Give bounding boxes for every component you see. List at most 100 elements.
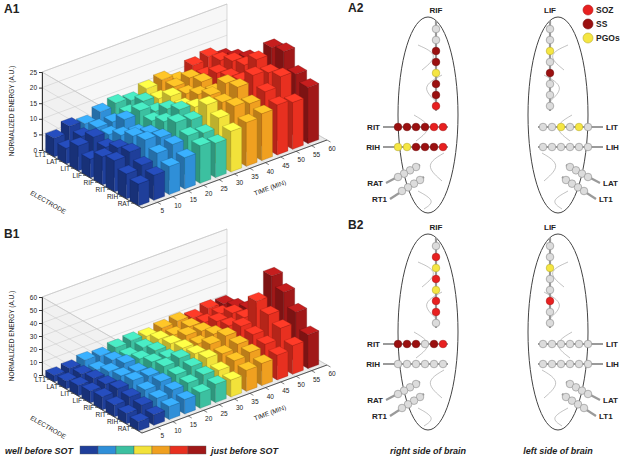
bar-top [88, 119, 107, 128]
brain-sulcus [427, 75, 442, 103]
electrode-contact [432, 253, 440, 261]
grid-line [42, 255, 227, 381]
bar-front [169, 163, 180, 195]
bar-top [154, 71, 173, 80]
z-tick [47, 379, 50, 380]
electrode-contact [421, 123, 429, 131]
electrode-contact [432, 36, 440, 44]
y-axis-title: NORMALIZED ENERGY (A.U.) [8, 66, 16, 157]
colorbar-label: well before SOT [5, 446, 75, 456]
bar-top [162, 88, 181, 97]
bar-top [125, 372, 144, 381]
bar-top [169, 312, 188, 321]
electrode-contact [575, 360, 583, 368]
bar-front [231, 127, 242, 172]
bar-top [130, 413, 149, 422]
grid-line [42, 229, 227, 355]
electrode-contact [439, 143, 447, 151]
bar-top [161, 398, 180, 407]
strip-label: LAT [603, 179, 618, 188]
bar-top [168, 114, 187, 123]
x-tick [312, 146, 316, 148]
electrode-contact [546, 264, 554, 272]
legend: SOZSSPGOs [583, 5, 620, 43]
x-tick-label: 20 [205, 190, 213, 197]
electrode-contact [566, 340, 574, 348]
y-axis: 0510152025 [30, 69, 43, 154]
bar-top [161, 158, 180, 167]
bar-front [262, 110, 273, 161]
colorbar-swatch [116, 446, 134, 454]
x-tick-label: 15 [190, 196, 198, 203]
bar-top [178, 327, 197, 336]
electrode-contact [421, 143, 429, 151]
panel-title: A1 [4, 2, 20, 16]
z-axis-title: ELECTRODE [29, 414, 67, 440]
bar-top [238, 114, 257, 123]
y-axis-line [39, 298, 43, 376]
brain-sulcus [418, 45, 433, 70]
x-axis-line [142, 365, 327, 433]
x-axis-title: TIME (MIN) [253, 403, 287, 422]
bar-top [222, 122, 241, 131]
strip-label: LT1 [599, 412, 613, 421]
z-tick [107, 189, 110, 190]
x-tick [265, 388, 269, 390]
tick-mark [39, 119, 42, 120]
electrode-contact [394, 173, 402, 181]
z-tick-label: LIT [61, 165, 70, 172]
electrode-contact [580, 404, 588, 412]
bar-top [248, 292, 267, 301]
bar-top [263, 267, 282, 276]
z-tick [131, 203, 134, 204]
electrode-contact [548, 143, 556, 151]
electrode-contact [575, 143, 583, 151]
bar-top [135, 92, 154, 101]
strip-label: RIT [367, 340, 380, 349]
bar-top [61, 360, 80, 369]
electrode-contact [394, 390, 402, 398]
bar-top [46, 367, 65, 376]
bar-top [174, 339, 193, 348]
brain-sulcus [430, 370, 444, 398]
x-tick-label: 40 [267, 168, 275, 175]
bar-top [138, 80, 157, 89]
electrode-contact [432, 286, 440, 294]
x-tick [327, 140, 331, 142]
strip-label: RAT [367, 396, 383, 405]
z-tick-label: LIF [73, 397, 82, 404]
tick-mark [39, 297, 42, 298]
electrode-contact [412, 123, 420, 131]
brain-sulcus [542, 370, 556, 398]
grid-line [57, 369, 157, 427]
bar-top [226, 352, 245, 361]
bar-top [166, 78, 185, 87]
bar-top [184, 57, 203, 66]
y-tick: 30 [30, 333, 42, 340]
tick-mark [39, 310, 42, 311]
electrode-contact [539, 340, 547, 348]
z-tick [131, 428, 134, 429]
tick-mark [39, 103, 42, 104]
tick-mark [39, 88, 42, 89]
electrode-contact [439, 360, 447, 368]
tick-label: 60 [30, 294, 38, 301]
bar-top [275, 43, 294, 52]
x-tick [327, 365, 331, 367]
bar-top [145, 166, 164, 175]
y-tick: 20 [30, 84, 42, 91]
bar-top [133, 396, 152, 405]
brain-sulcus [430, 153, 444, 181]
electrode-contact [432, 69, 440, 77]
strip-label: LT1 [599, 195, 613, 204]
strip-label: LIH [606, 143, 619, 152]
strip-label: LIF [544, 6, 556, 15]
electrode-contact [432, 297, 440, 305]
electrode-contact [412, 340, 420, 348]
electrode-contact [584, 143, 592, 151]
electrode-contact [430, 123, 438, 131]
electrode-contact [430, 360, 438, 368]
electrode-contact [398, 187, 406, 195]
bar-front [293, 342, 304, 375]
bar-top [149, 144, 168, 153]
